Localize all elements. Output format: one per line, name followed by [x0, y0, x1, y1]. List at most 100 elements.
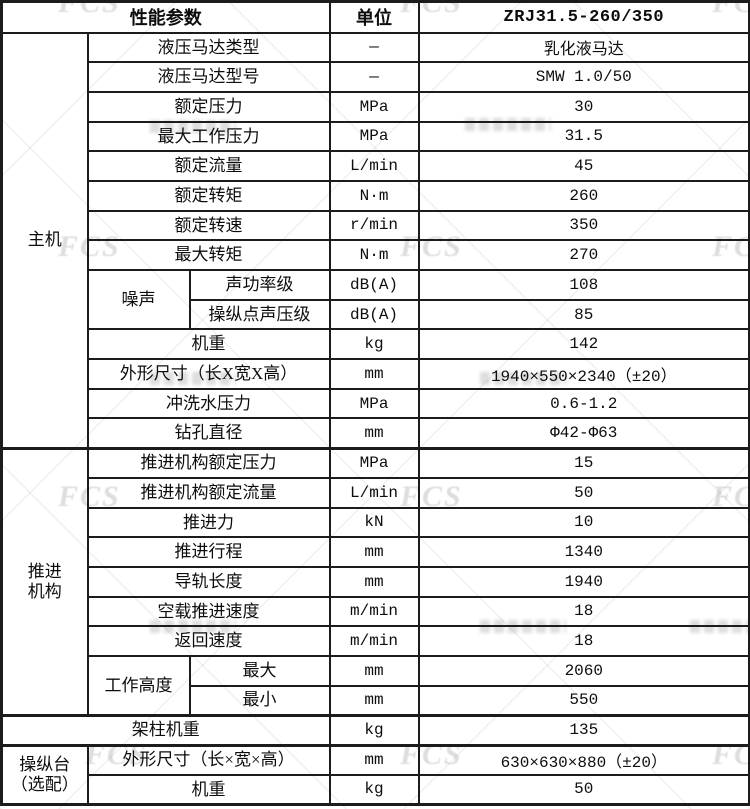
table-row: 冲洗水压力 MPa 0.6-1.2	[2, 387, 750, 420]
group-label-line: （选配）	[10, 774, 79, 794]
param-cell: 推进机构额定压力	[86, 446, 331, 479]
header-row: 性能参数 单位 ZRJ31.5-260/350	[0, 0, 750, 34]
value-cell: SMW 1.0/50	[417, 61, 750, 93]
unit-cell: dB(A)	[328, 298, 420, 331]
param-cell: 推进行程	[86, 536, 331, 568]
param-cell: 推进机构额定流量	[86, 476, 331, 509]
table-row: 噪声 声功率级 dB(A) 108	[2, 268, 750, 331]
unit-cell: —	[328, 31, 420, 64]
param-cell: 最小	[188, 684, 331, 717]
value-cell: Φ42-Φ63	[417, 417, 750, 450]
table-row: 操纵点声压级 dB(A) 85	[2, 298, 750, 331]
value-cell: 2060	[417, 654, 750, 687]
unit-cell: mm	[328, 654, 420, 687]
unit-cell: mm	[328, 565, 420, 598]
value-cell: 18	[417, 625, 750, 657]
table-row: 推进 机构 推进机构额定压力 MPa 15	[0, 446, 750, 717]
value-cell: 260	[417, 179, 750, 212]
param-cell: 操纵点声压级	[188, 298, 331, 331]
table-row: 操纵台 （选配） 外形尺寸（长×宽×高） mm 630×630×880（±20）	[0, 743, 750, 806]
value-cell: 270	[417, 239, 750, 271]
value-cell: 1340	[417, 536, 750, 568]
value-cell: 85	[417, 298, 750, 331]
value-cell: 630×630×880（±20）	[417, 743, 750, 776]
unit-cell: N·m	[328, 239, 420, 271]
unit-cell: r/min	[328, 209, 420, 242]
table-row: 主机 液压马达类型 — 乳化液马达	[0, 31, 750, 450]
table-row: 架柱机重 kg 135	[0, 713, 750, 746]
header-model: ZRJ31.5-260/350	[417, 0, 750, 34]
value-cell: 45	[417, 150, 750, 182]
param-cell: 最大转矩	[86, 239, 331, 271]
table-row: 钻孔直径 mm Φ42-Φ63	[2, 417, 750, 450]
value-cell: 30	[417, 90, 750, 123]
table-row: 额定转矩 N·m 260	[2, 179, 750, 212]
unit-cell: m/min	[328, 595, 420, 628]
param-cell: 机重	[86, 773, 331, 806]
value-cell: 0.6-1.2	[417, 387, 750, 420]
unit-cell: mm	[328, 358, 420, 390]
group-cell-feed-mechanism: 推进 机构	[0, 446, 89, 717]
param-cell: 导轨长度	[86, 565, 331, 598]
unit-cell: kN	[328, 506, 420, 539]
param-cell: 机重	[86, 328, 331, 361]
unit-cell: L/min	[328, 150, 420, 182]
table-row: 工作高度 最大 mm 2060	[2, 654, 750, 717]
group-label-line: 机构	[27, 581, 62, 601]
value-cell: 10	[417, 506, 750, 539]
param-cell: 额定流量	[86, 150, 331, 182]
table-row: 推进机构额定流量 L/min 50	[2, 476, 750, 509]
param-cell: 最大	[188, 654, 331, 687]
value-cell: 1940×550×2340（±20）	[417, 358, 750, 390]
table-row: 最小 mm 550	[2, 684, 750, 717]
value-cell: 135	[417, 713, 750, 746]
value-cell: 142	[417, 328, 750, 361]
param-cell: 推进力	[86, 506, 331, 539]
table-row: 推进力 kN 10	[2, 506, 750, 539]
value-cell: 1940	[417, 565, 750, 598]
table-row: 额定压力 MPa 30	[2, 90, 750, 123]
group-label-line: 操纵台	[19, 755, 71, 775]
param-cell: 架柱机重	[0, 713, 331, 746]
table-row: 液压马达型号 — SMW 1.0/50	[2, 61, 750, 93]
param-cell: 返回速度	[86, 625, 331, 657]
value-cell: 15	[417, 446, 750, 479]
unit-cell: kg	[328, 328, 420, 361]
group-cell-main-machine: 主机	[0, 31, 89, 450]
subgroup-cell-work-height: 工作高度	[86, 654, 191, 717]
unit-cell: MPa	[328, 120, 420, 153]
value-cell: 18	[417, 595, 750, 628]
table-row: 返回速度 m/min 18	[2, 625, 750, 657]
table-row: 最大转矩 N·m 270	[2, 239, 750, 271]
table-row: 导轨长度 mm 1940	[2, 565, 750, 598]
header-unit: 单位	[328, 0, 420, 34]
group-label-line: 推进	[27, 562, 62, 582]
param-cell: 声功率级	[188, 269, 331, 301]
table-row: 额定转速 r/min 350	[2, 209, 750, 242]
value-cell: 550	[417, 684, 750, 717]
unit-cell: MPa	[328, 446, 420, 479]
unit-cell: MPa	[328, 90, 420, 123]
param-cell: 外形尺寸（长X宽X高）	[86, 358, 331, 390]
table-row: 外形尺寸（长X宽X高） mm 1940×550×2340（±20）	[2, 358, 750, 390]
value-cell: 108	[417, 269, 750, 301]
subgroup-cell-noise: 噪声	[86, 268, 191, 331]
table-row: 机重 kg 142	[2, 328, 750, 361]
param-cell: 额定压力	[86, 90, 331, 123]
param-cell: 液压马达类型	[86, 31, 331, 64]
param-cell: 冲洗水压力	[86, 387, 331, 420]
param-cell: 液压马达型号	[86, 61, 331, 93]
unit-cell: L/min	[328, 476, 420, 509]
unit-cell: dB(A)	[328, 269, 420, 301]
unit-cell: mm	[328, 536, 420, 568]
unit-cell: —	[328, 61, 420, 93]
param-cell: 额定转速	[86, 209, 331, 242]
unit-cell: N·m	[328, 179, 420, 212]
unit-cell: m/min	[328, 625, 420, 657]
unit-cell: MPa	[328, 387, 420, 420]
table-row: 推进行程 mm 1340	[2, 536, 750, 568]
param-cell: 钻孔直径	[86, 417, 331, 450]
value-cell: 50	[417, 773, 750, 806]
